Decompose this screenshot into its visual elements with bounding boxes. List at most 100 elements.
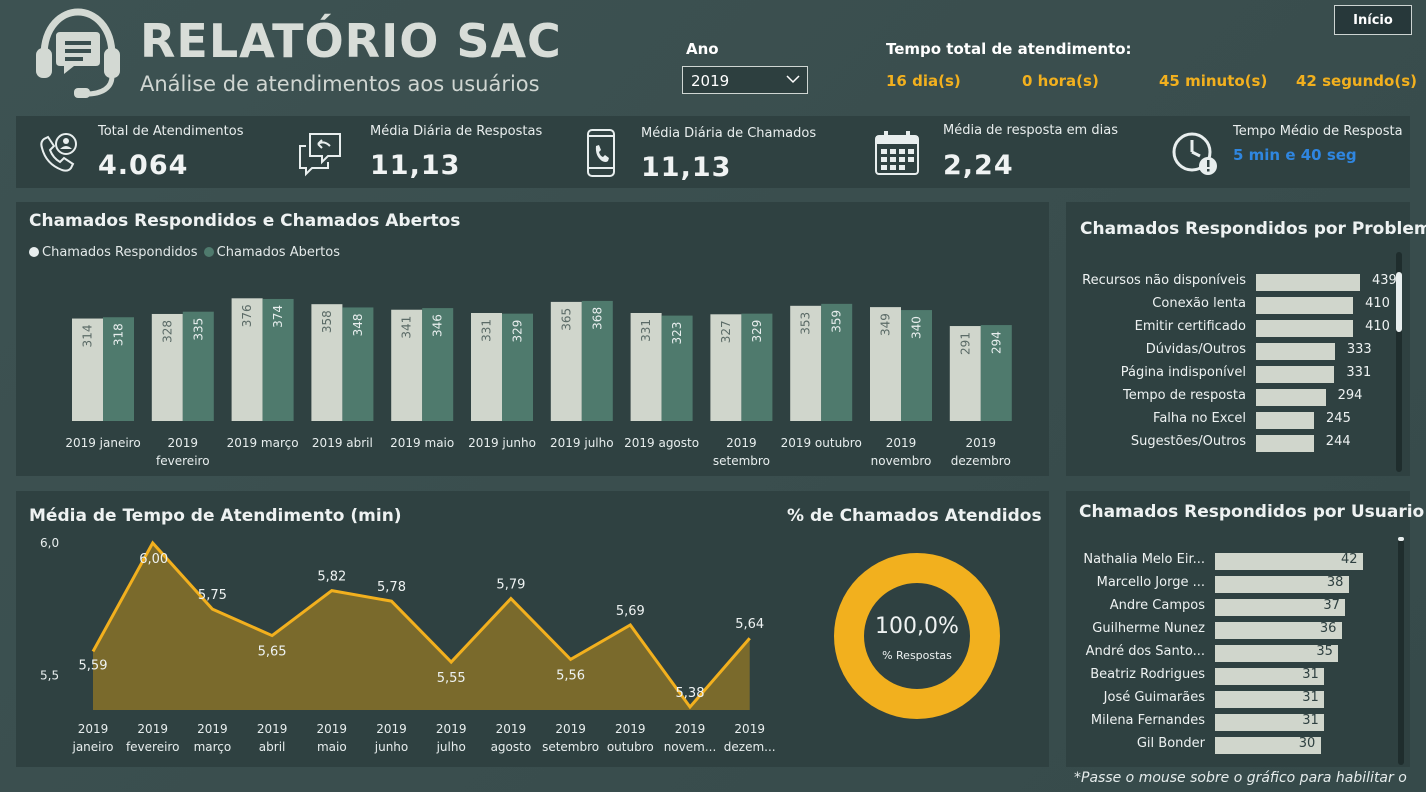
- bar-value-label: 294: [1337, 388, 1363, 403]
- point-value-label: 5,79: [496, 578, 525, 593]
- bar-opened[interactable]: [103, 317, 134, 421]
- bar-opened[interactable]: [502, 313, 533, 421]
- bar-value-label: 323: [670, 322, 684, 345]
- scrollbar[interactable]: [1396, 252, 1402, 472]
- point-value-label: 5,56: [556, 668, 585, 683]
- category-label: Emitir certificado: [1134, 319, 1246, 334]
- x-tick-label: outubro: [607, 740, 654, 754]
- total-time-hours: 0 hora(s): [1022, 72, 1099, 90]
- bar-answered[interactable]: [550, 301, 582, 421]
- bar[interactable]: [1215, 714, 1325, 731]
- category-label: Gil Bonder: [1136, 736, 1205, 751]
- kpi-value: 4.064: [98, 150, 189, 181]
- bar-value-label: 244: [1325, 434, 1351, 449]
- x-tick-label: agosto: [491, 740, 532, 754]
- scrollbar-thumb[interactable]: [1398, 537, 1404, 541]
- monthly-bar-chart[interactable]: 314 318 2019 janeiro 328 335 2019 fevereiro 376…: [16, 202, 1049, 476]
- scrollbar-thumb[interactable]: [1396, 272, 1402, 332]
- bar-value-label: 38: [1326, 575, 1344, 590]
- bar[interactable]: [1215, 576, 1349, 593]
- x-tick-label: 2019 abril: [312, 436, 373, 450]
- category-label: Falha no Excel: [1153, 411, 1246, 426]
- bar-answered[interactable]: [391, 309, 423, 421]
- bar-answered[interactable]: [311, 304, 343, 421]
- y-tick-label: 5,5: [40, 668, 59, 682]
- bar[interactable]: [1215, 737, 1321, 754]
- x-tick-label: dezem...: [724, 740, 776, 754]
- bar-value-label: 333: [1346, 342, 1372, 357]
- kpi-media-resposta-dias: Média de resposta em dias 2,24: [856, 116, 1156, 188]
- kpi-bar: Total de Atendimentos 4.064 Média Diária…: [16, 116, 1410, 188]
- x-tick-label: 2019: [675, 722, 706, 736]
- bar[interactable]: [1256, 343, 1335, 360]
- x-tick-label: 2019 março: [227, 436, 299, 450]
- completion-donut-chart[interactable]: 100,0% % Respostas: [832, 551, 1002, 721]
- bar-opened[interactable]: [901, 310, 932, 421]
- bar[interactable]: [1256, 435, 1314, 452]
- home-button[interactable]: Início: [1334, 5, 1412, 35]
- bar[interactable]: [1256, 366, 1335, 383]
- legend-marker-opened: [203, 247, 214, 257]
- bar[interactable]: [1215, 622, 1342, 639]
- chart-title: Chamados Respondidos por Usuario: [1079, 502, 1425, 522]
- monthly-calls-panel: Chamados Respondidos e Chamados Abertos …: [16, 202, 1049, 476]
- bar-value-label: 327: [719, 320, 733, 343]
- bar[interactable]: [1256, 274, 1360, 291]
- bar-answered[interactable]: [949, 326, 981, 421]
- problems-bar-chart[interactable]: Recursos não disponíveis 439 Conexão lenta…: [1066, 202, 1397, 476]
- bar[interactable]: [1215, 645, 1339, 662]
- bar-value-label: 37: [1323, 598, 1340, 613]
- x-tick-label: 2019: [734, 722, 765, 736]
- bar[interactable]: [1256, 297, 1354, 314]
- x-tick-label: 2019: [496, 722, 527, 736]
- bar-answered[interactable]: [870, 307, 901, 421]
- bar-opened[interactable]: [581, 300, 613, 421]
- bar-answered[interactable]: [630, 312, 662, 421]
- bar[interactable]: [1215, 668, 1325, 685]
- bar-value-label: 368: [590, 307, 604, 330]
- x-tick-label: 2019: [168, 436, 199, 450]
- year-filter-label: Ano: [686, 40, 719, 58]
- category-label: Marcello Jorge ...: [1096, 575, 1205, 590]
- headset-chat-icon: [36, 8, 120, 98]
- series-line[interactable]: [91, 540, 751, 710]
- x-tick-label: fevereiro: [156, 454, 210, 468]
- bar-answered[interactable]: [471, 312, 502, 421]
- scrollbar[interactable]: [1398, 537, 1404, 765]
- x-tick-label: maio: [317, 740, 347, 754]
- chart-title: Chamados Respondidos e Chamados Abertos: [29, 211, 461, 231]
- avg-time-area-chart[interactable]: 6,0 5,5 5,59 6,00 5,75 5,65 5,82 5,78 5,55 5,79 5,…: [16, 491, 776, 767]
- bar-opened[interactable]: [980, 325, 1012, 421]
- bar[interactable]: [1256, 412, 1315, 429]
- x-tick-label: novem...: [664, 740, 717, 754]
- bar-opened[interactable]: [182, 311, 214, 421]
- point-value-label: 5,55: [437, 671, 466, 686]
- bar[interactable]: [1215, 599, 1346, 616]
- bar-opened[interactable]: [741, 313, 773, 421]
- category-label: Página indisponível: [1120, 365, 1246, 380]
- bar-answered[interactable]: [72, 318, 103, 421]
- kpi-value: 11,13: [370, 150, 461, 181]
- bar[interactable]: [1215, 691, 1325, 708]
- category-label: Guilherme Nunez: [1092, 621, 1205, 636]
- x-tick-label: 2019: [615, 722, 646, 736]
- bar-opened[interactable]: [821, 303, 853, 421]
- problems-panel: Chamados Respondidos por Problema Recurs…: [1066, 202, 1426, 476]
- bar-value-label: 294: [989, 331, 1003, 354]
- year-dropdown[interactable]: 2019: [682, 66, 808, 94]
- bar-value-label: 341: [400, 316, 414, 339]
- bar-answered[interactable]: [151, 313, 183, 421]
- bar-opened[interactable]: [342, 307, 374, 421]
- bar-opened[interactable]: [422, 308, 454, 421]
- bar[interactable]: [1215, 553, 1363, 570]
- users-bar-chart[interactable]: Nathalia Melo Eir... 42 Marcello Jorge ...…: [1066, 491, 1396, 767]
- bar-value-label: 340: [910, 316, 924, 339]
- bar-opened[interactable]: [262, 298, 294, 421]
- bar-answered[interactable]: [710, 314, 742, 421]
- bar-answered[interactable]: [790, 305, 822, 421]
- donut-center-label: % Respostas: [882, 649, 952, 662]
- bar[interactable]: [1256, 320, 1354, 337]
- bar-answered[interactable]: [231, 298, 263, 421]
- bar[interactable]: [1256, 389, 1326, 406]
- bar-opened[interactable]: [661, 315, 693, 421]
